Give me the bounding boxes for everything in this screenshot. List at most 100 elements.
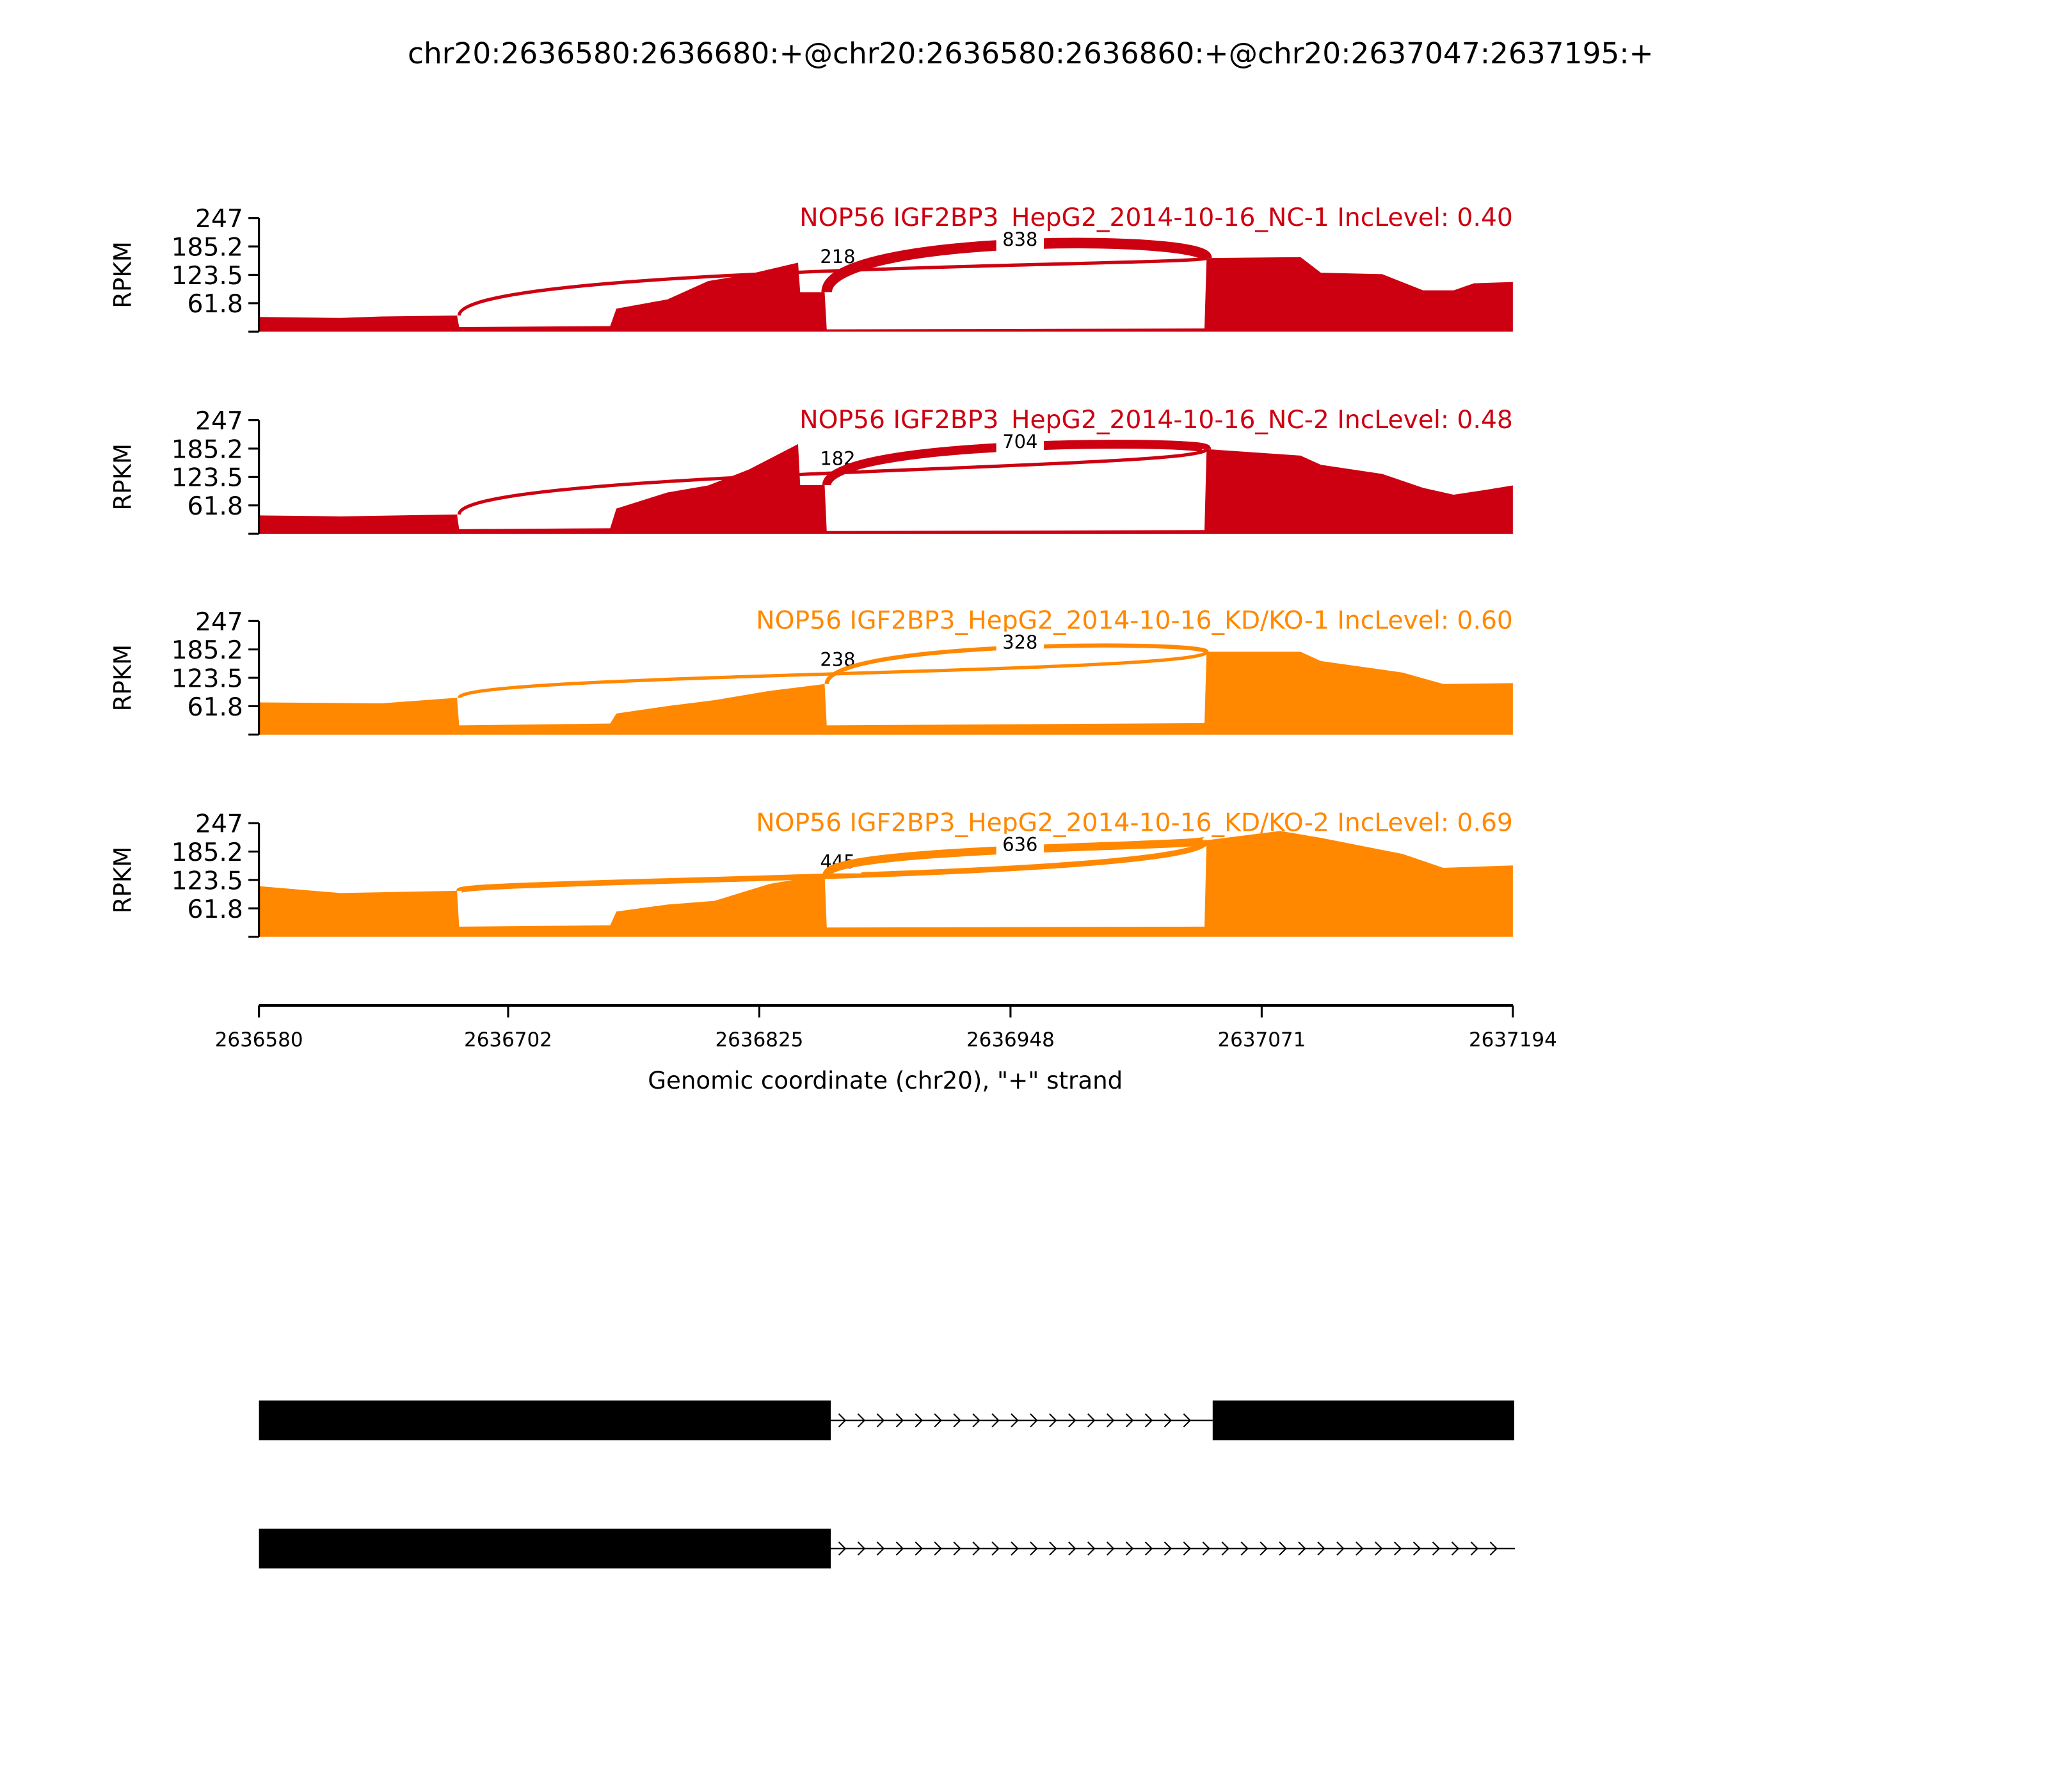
x-axis: 2636580 2636702 2636825 2636948 2637071 26371… — [215, 1004, 1557, 1052]
strand-arrow-icon — [1030, 1413, 1038, 1428]
y-axis-label: RPKM — [109, 241, 136, 308]
y-axis-label: RPKM — [109, 644, 136, 712]
y-tick-label: 247 — [195, 205, 243, 234]
strand-arrow-icon — [1298, 1541, 1306, 1556]
y-tick-label: 185.2 — [172, 838, 243, 867]
junction-count: 218 — [820, 246, 855, 268]
strand-arrow-icon — [915, 1413, 924, 1428]
strand-arrow-icon — [972, 1413, 980, 1428]
panel-label: NOP56 IGF2BP3_HepG2_2014-10-16_NC-2 IncL… — [799, 406, 1513, 435]
strand-arrow-icon — [1049, 1413, 1057, 1428]
strand-arrow-icon — [1144, 1413, 1153, 1428]
x-tick-label: 2637194 — [1469, 1028, 1557, 1052]
y-tick-label: 247 — [195, 608, 243, 637]
strand-arrow-icon — [1470, 1541, 1479, 1556]
strand-arrow-icon — [1125, 1541, 1134, 1556]
y-tick-label: 247 — [195, 407, 243, 436]
y-tick-label: 185.2 — [172, 636, 243, 665]
y-tick-label: 61.8 — [188, 693, 243, 722]
panel-label: NOP56 IGF2BP3_HepG2_2014-10-16_NC-1 IncL… — [799, 204, 1513, 232]
x-tick-label: 2637071 — [1217, 1028, 1306, 1052]
y-axis-label: RPKM — [109, 444, 136, 511]
strand-arrow-icon — [1221, 1541, 1229, 1556]
junction-label-bg — [996, 833, 1044, 856]
strand-arrow-icon — [838, 1541, 847, 1556]
junction-label-bg — [996, 631, 1044, 654]
y-tick-label: 247 — [195, 810, 243, 839]
coverage-area — [259, 831, 1513, 937]
x-tick-label: 2636825 — [715, 1028, 803, 1052]
strand-arrow-icon — [1432, 1541, 1441, 1556]
strand-arrow-icon — [953, 1541, 961, 1556]
strand-arrow-icon — [1336, 1541, 1345, 1556]
panel-label: NOP56 IGF2BP3_HepG2_2014-10-16_KD/KO-1 I… — [756, 607, 1513, 636]
strand-arrow-icon — [1106, 1413, 1115, 1428]
strand-arrow-icon — [1202, 1541, 1211, 1556]
strand-arrow-icon — [1106, 1541, 1115, 1556]
strand-arrow-icon — [1240, 1541, 1249, 1556]
strand-arrow-icon — [991, 1413, 1000, 1428]
strand-arrow-icon — [1393, 1541, 1402, 1556]
strand-arrow-icon — [1030, 1541, 1038, 1556]
y-tick-label: 123.5 — [172, 262, 243, 291]
strand-arrow-icon — [1087, 1413, 1096, 1428]
strand-arrow-icon — [1260, 1541, 1268, 1556]
exon — [259, 1400, 831, 1441]
x-tick-label: 2636580 — [215, 1028, 303, 1052]
strand-arrow-icon — [1164, 1413, 1172, 1428]
strand-arrow-icon — [857, 1413, 866, 1428]
gene-models — [259, 1400, 1516, 1569]
junction-count: 838 — [1002, 228, 1037, 250]
x-tick-label: 2636948 — [966, 1028, 1055, 1052]
chart-title: chr20:2636580:2636680:+@chr20:2636580:26… — [408, 36, 1654, 70]
x-axis-label: Genomic coordinate (chr20), "+" strand — [648, 1067, 1123, 1094]
strand-arrow-icon — [857, 1541, 866, 1556]
strand-arrow-icon — [1356, 1541, 1364, 1556]
transcript-2 — [259, 1528, 1516, 1569]
exon — [1212, 1400, 1514, 1441]
strand-arrow-icon — [972, 1541, 980, 1556]
junction-count: 704 — [1002, 431, 1037, 452]
strand-arrow-icon — [1144, 1541, 1153, 1556]
strand-arrow-icon — [1068, 1413, 1076, 1428]
strand-arrow-icon — [1087, 1541, 1096, 1556]
strand-arrow-icon — [1183, 1541, 1192, 1556]
strand-arrow-icon — [1279, 1541, 1287, 1556]
strand-arrow-icon — [1164, 1541, 1172, 1556]
strand-arrow-icon — [915, 1541, 924, 1556]
strand-arrow-icon — [953, 1413, 961, 1428]
panel-label: NOP56 IGF2BP3_HepG2_2014-10-16_KD/KO-2 I… — [756, 809, 1513, 838]
y-tick-label: 61.8 — [188, 895, 243, 924]
coverage-area — [259, 652, 1513, 735]
junction-label-bg — [996, 228, 1044, 252]
junction-label-bg — [996, 431, 1044, 454]
strand-arrow-icon — [1068, 1541, 1076, 1556]
strand-arrow-icon — [1374, 1541, 1383, 1556]
strand-arrow-icon — [934, 1541, 942, 1556]
junction-count: 328 — [1002, 632, 1037, 653]
strand-arrow-icon — [1183, 1413, 1192, 1428]
strand-arrow-icon — [991, 1541, 1000, 1556]
y-tick-label: 123.5 — [172, 867, 243, 895]
junction-arc — [456, 838, 1210, 894]
y-tick-label: 61.8 — [188, 492, 243, 521]
y-tick-label: 123.5 — [172, 464, 243, 493]
strand-arrow-icon — [934, 1413, 942, 1428]
junction-arc — [457, 256, 1208, 316]
transcript-1 — [259, 1400, 1514, 1441]
strand-arrow-icon — [1489, 1541, 1498, 1556]
y-tick-label: 185.2 — [172, 234, 243, 262]
strand-arrow-icon — [895, 1413, 904, 1428]
y-axis-label: RPKM — [109, 847, 136, 914]
y-tick-label: 185.2 — [172, 435, 243, 464]
strand-arrow-icon — [876, 1413, 885, 1428]
strand-arrow-icon — [1451, 1541, 1460, 1556]
y-tick-label: 123.5 — [172, 665, 243, 694]
strand-arrow-icon — [838, 1413, 847, 1428]
x-tick-label: 2636702 — [464, 1028, 552, 1052]
strand-arrow-icon — [1317, 1541, 1325, 1556]
coverage-area — [259, 444, 1513, 534]
